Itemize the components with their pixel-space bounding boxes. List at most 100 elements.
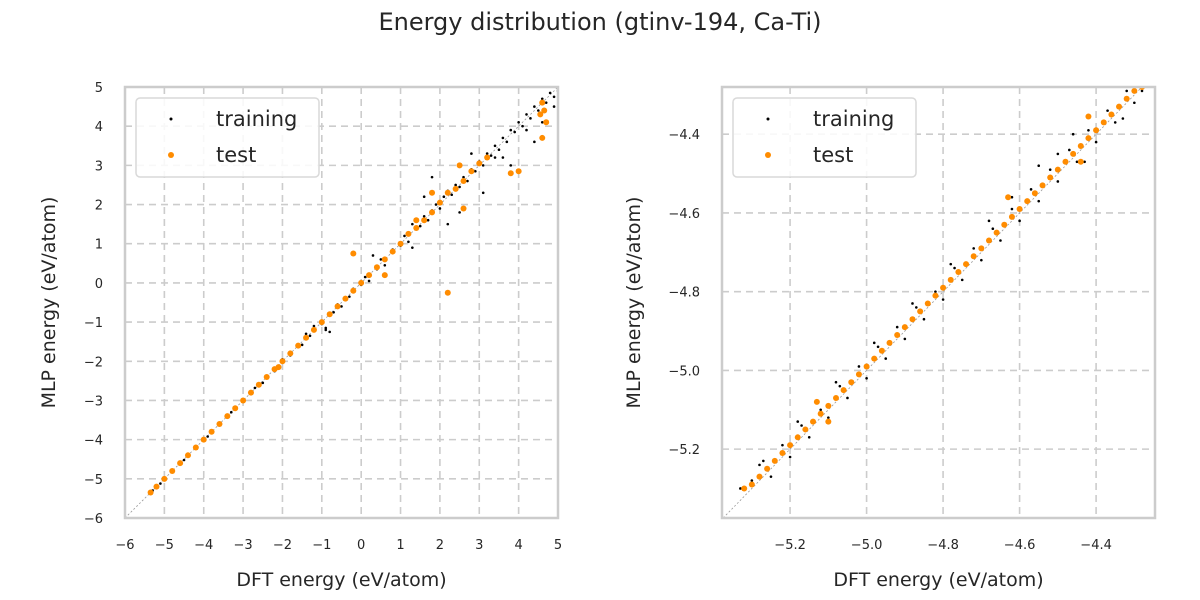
- data-point-training: [379, 258, 383, 261]
- data-point-test: [1100, 119, 1107, 126]
- data-point-training: [525, 128, 528, 132]
- data-point-training: [876, 345, 880, 349]
- data-point-test: [326, 311, 333, 318]
- data-point-training: [422, 215, 426, 218]
- data-point-test: [878, 347, 885, 354]
- data-point-test: [381, 272, 388, 279]
- data-point-test: [1001, 221, 1008, 228]
- data-point-training: [781, 443, 784, 447]
- data-point-test: [460, 205, 467, 212]
- y-tick-label: −4.8: [668, 286, 700, 301]
- data-point-training: [1140, 89, 1144, 93]
- data-point-training: [312, 324, 316, 328]
- data-point-test: [771, 457, 778, 464]
- data-point-training: [229, 410, 233, 414]
- data-point-test: [192, 444, 199, 451]
- data-point-test: [200, 436, 207, 443]
- data-point-training: [846, 396, 849, 400]
- legend-marker-test: [168, 152, 174, 158]
- data-point-training: [418, 224, 422, 228]
- axes-frame: [123, 85, 560, 520]
- data-point-test: [208, 428, 215, 435]
- data-point-training: [1010, 195, 1014, 199]
- data-point-test: [756, 473, 763, 480]
- data-point-test: [940, 284, 947, 291]
- data-point-training: [261, 381, 265, 385]
- data-point-training: [1037, 164, 1041, 168]
- data-point-test: [515, 168, 522, 175]
- data-point-test: [161, 475, 168, 482]
- data-point-training: [865, 376, 868, 380]
- data-point-test: [947, 276, 954, 283]
- data-point-training: [509, 128, 513, 132]
- x-tick-label: 0: [357, 538, 365, 553]
- data-point-test: [1077, 143, 1084, 150]
- data-point-test: [1024, 198, 1031, 205]
- data-point-test: [817, 410, 824, 417]
- x-tick-label: 5: [554, 538, 562, 553]
- x-tick-label: −5: [155, 538, 174, 553]
- y-tick-label: −6: [84, 512, 103, 527]
- data-point-training: [411, 222, 414, 226]
- data-point-training: [552, 95, 556, 99]
- data-point-training: [739, 487, 742, 490]
- legend: training test: [135, 97, 320, 178]
- data-point-training: [300, 343, 304, 347]
- data-point-training: [328, 330, 331, 334]
- data-point-test: [970, 253, 977, 260]
- data-point-training: [474, 169, 477, 173]
- data-point-training: [1068, 148, 1071, 152]
- data-point-training: [466, 179, 469, 183]
- data-point-training: [987, 219, 991, 223]
- x-tick-label: −4: [194, 538, 213, 553]
- data-point-test: [1108, 111, 1115, 118]
- data-point-training: [182, 458, 186, 462]
- data-point-test: [993, 229, 1000, 236]
- plot-area: [722, 87, 1145, 518]
- y-axis-label: MLP energy (eV/atom): [623, 197, 645, 409]
- data-point-training: [442, 195, 446, 199]
- data-point-training: [1029, 188, 1033, 191]
- data-point-test: [832, 394, 839, 401]
- data-point-test: [389, 248, 396, 255]
- x-tick-label: −3: [234, 538, 253, 553]
- data-point-test: [381, 256, 388, 263]
- y-tick-label: −2: [84, 355, 103, 370]
- data-point-training: [340, 305, 343, 308]
- data-point-training: [819, 408, 822, 412]
- legend-box: [732, 97, 917, 178]
- data-point-test: [1093, 127, 1100, 134]
- data-point-training: [501, 156, 505, 159]
- data-point-training: [458, 185, 461, 189]
- data-point-test: [1070, 150, 1077, 157]
- data-point-test: [275, 364, 282, 371]
- data-point-training: [1094, 140, 1098, 144]
- data-point-training: [922, 317, 926, 321]
- data-point-training: [525, 113, 528, 116]
- legend-label-training: training: [216, 107, 297, 131]
- data-point-test: [901, 324, 908, 331]
- y-axis-label: MLP energy (eV/atom): [38, 197, 60, 409]
- y-tick-label: −1: [84, 316, 103, 331]
- data-point-training: [834, 380, 838, 384]
- x-axis-label: DFT energy (eV/atom): [236, 569, 446, 591]
- data-point-test: [263, 373, 270, 380]
- series-test: [741, 87, 1145, 492]
- data-point-training: [838, 384, 842, 388]
- data-point-training: [517, 120, 520, 124]
- data-point-training: [533, 140, 536, 144]
- data-point-test: [310, 326, 317, 333]
- data-point-training: [884, 357, 888, 360]
- data-point-training: [430, 175, 434, 179]
- data-point-training: [1010, 207, 1014, 211]
- data-point-training: [533, 105, 536, 108]
- data-point-test: [543, 119, 550, 126]
- data-point-test: [456, 162, 463, 169]
- data-point-test: [1077, 158, 1084, 165]
- data-point-training: [434, 203, 438, 206]
- data-point-training: [458, 211, 461, 214]
- data-point-training: [807, 436, 811, 439]
- data-point-training: [991, 227, 995, 230]
- data-point-training: [972, 247, 975, 250]
